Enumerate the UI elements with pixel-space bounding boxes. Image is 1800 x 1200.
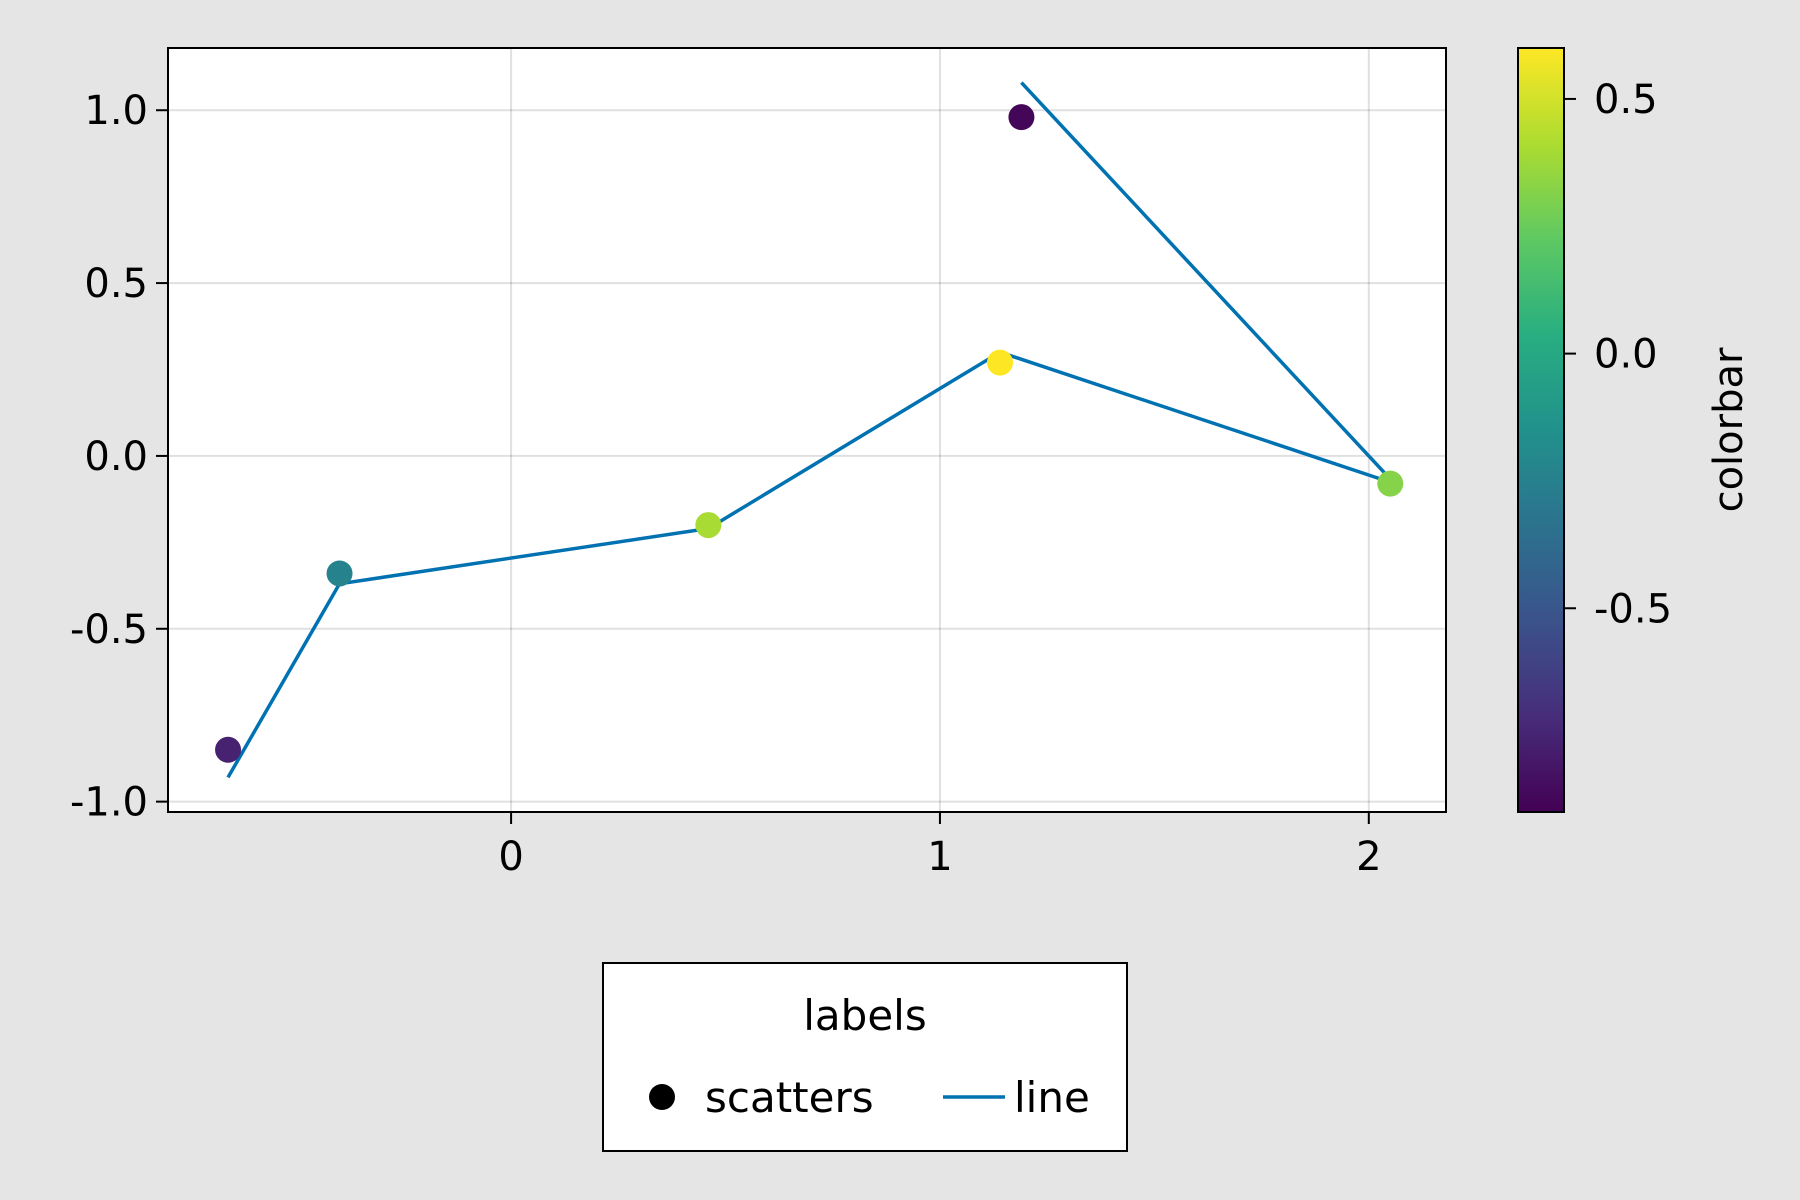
grid-lines [168, 48, 1446, 812]
x-tick-label: 2 [1356, 834, 1381, 880]
scatter-point [1008, 104, 1035, 131]
scatter-point [1377, 470, 1404, 497]
scatter-point [326, 560, 353, 587]
line-series [226, 81, 1397, 779]
legend-label-scatters: scatters [705, 1073, 874, 1122]
plot-frame [167, 47, 1447, 813]
colorbar-label: colorbar [1706, 347, 1752, 512]
colorbar-gradient [1517, 47, 1565, 813]
legend-marker-scatters [649, 1084, 675, 1110]
x-tick-label: 1 [927, 834, 952, 880]
colorbar-tick-label: -0.5 [1594, 586, 1672, 632]
legend-title: labels [803, 991, 926, 1040]
y-tick-label: 1.0 [84, 88, 148, 134]
legend: labels scatters line [602, 962, 1128, 1152]
y-tick-label: -0.5 [70, 607, 148, 653]
x-tick-label: 0 [498, 834, 523, 880]
colorbar-tick-label: 0.0 [1594, 332, 1658, 378]
scatter-point [215, 736, 242, 763]
scatter-point [695, 512, 722, 539]
y-tick-label: 0.0 [84, 434, 148, 480]
colorbar-axis: -0.5 0.0 0.5 [1564, 77, 1672, 632]
scatter-point [986, 349, 1013, 376]
y-tick-label: -1.0 [70, 780, 148, 826]
legend-box [602, 962, 1128, 1152]
plot-area [168, 48, 1446, 812]
legend-label-line: line [1014, 1073, 1090, 1122]
y-tick-label: 0.5 [84, 261, 148, 307]
y-axis: -1.0 -0.5 0.0 0.5 1.0 [70, 88, 168, 826]
scatter-series [215, 104, 1404, 763]
colorbar-tick-label: 0.5 [1594, 77, 1658, 123]
line-series-path [226, 81, 1397, 779]
x-axis: 0 1 2 [498, 812, 1382, 880]
